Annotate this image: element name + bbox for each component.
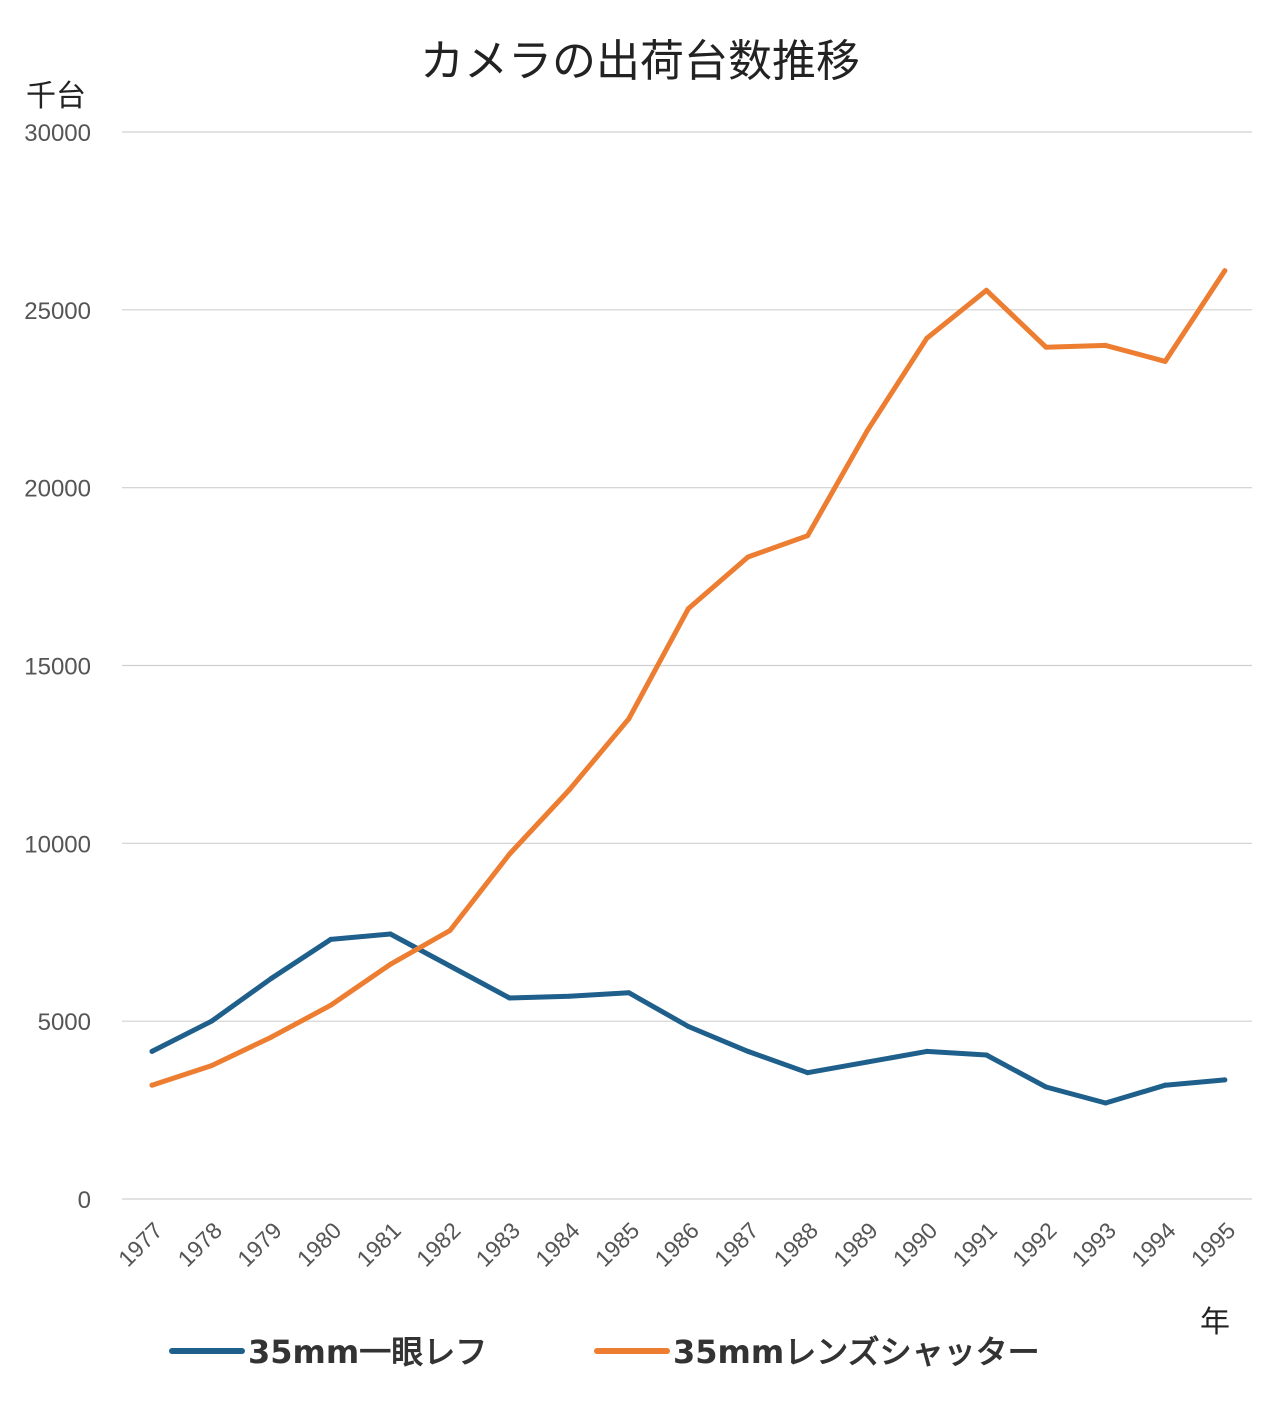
series-lines: [149, 268, 1228, 1106]
data-point: [745, 554, 751, 560]
y-tick-label: 30000: [24, 120, 91, 147]
data-point: [387, 961, 393, 967]
x-tick-label: 1979: [232, 1217, 287, 1272]
data-point: [268, 1034, 274, 1040]
data-point: [1222, 1077, 1228, 1083]
x-tick-label: 1983: [471, 1217, 526, 1272]
data-point: [1162, 358, 1168, 364]
y-tick-label: 0: [78, 1187, 91, 1214]
y-axis-unit-label: 千台: [26, 79, 86, 114]
x-tick-label: 1985: [590, 1217, 645, 1272]
data-point: [864, 428, 870, 434]
y-tick-label: 10000: [24, 831, 91, 858]
x-tick-label: 1989: [828, 1217, 883, 1272]
data-point: [209, 1018, 215, 1024]
data-point: [864, 1059, 870, 1065]
x-tick-label: 1992: [1007, 1217, 1062, 1272]
x-tick-label: 1994: [1126, 1217, 1181, 1272]
data-point: [685, 606, 691, 612]
data-point: [387, 931, 393, 937]
data-point: [507, 995, 513, 1001]
data-point: [1103, 342, 1109, 348]
x-tick-label: 1993: [1067, 1217, 1122, 1272]
data-point: [1162, 1082, 1168, 1088]
x-tick-label: 1982: [411, 1217, 466, 1272]
data-point: [626, 990, 632, 996]
data-point: [983, 1052, 989, 1058]
gridlines: [122, 131, 1252, 1200]
x-tick-label: 1990: [888, 1217, 943, 1272]
series-line-1: [149, 931, 1228, 1106]
data-point: [626, 716, 632, 722]
data-point: [1222, 268, 1228, 274]
data-point: [328, 1002, 334, 1008]
data-point: [447, 927, 453, 933]
x-tick-label: 1978: [173, 1217, 228, 1272]
x-tick-label: 1980: [292, 1217, 347, 1272]
data-point: [507, 851, 513, 857]
y-axis-ticks: 0 5000 10000 15000 20000 25000 30000: [24, 120, 91, 1214]
data-point: [566, 787, 572, 793]
x-tick-label: 1984: [530, 1217, 585, 1272]
data-point: [149, 1048, 155, 1054]
legend: 35mm一眼レフ 35mmレンズシャッター: [169, 1333, 1040, 1371]
data-point: [268, 975, 274, 981]
x-axis-ticks: 1977 1978 1979 1980 1981 1982 1983 1984 1985 1986…: [113, 1217, 1240, 1272]
x-axis-unit-label: 年: [1200, 1305, 1230, 1340]
data-point: [447, 963, 453, 969]
x-tick-label: 1986: [649, 1217, 704, 1272]
data-point: [1103, 1100, 1109, 1106]
y-tick-label: 5000: [38, 1009, 91, 1036]
y-tick-label: 20000: [24, 476, 91, 503]
data-point: [685, 1024, 691, 1030]
series-line-2: [149, 268, 1228, 1088]
legend-label: 35mm一眼レフ: [248, 1333, 487, 1371]
x-tick-label: 1995: [1186, 1217, 1241, 1272]
x-tick-label: 1981: [351, 1217, 406, 1272]
legend-label: 35mmレンズシャッター: [673, 1333, 1040, 1371]
x-tick-label: 1987: [709, 1217, 764, 1272]
y-tick-label: 15000: [24, 654, 91, 681]
data-point: [924, 1048, 930, 1054]
x-tick-label: 1977: [113, 1217, 168, 1272]
data-point: [149, 1082, 155, 1088]
data-point: [745, 1048, 751, 1054]
data-point: [1043, 1084, 1049, 1090]
data-point: [805, 1070, 811, 1076]
data-point: [924, 335, 930, 341]
data-point: [1043, 344, 1049, 350]
chart-title: カメラの出荷台数推移: [420, 36, 860, 87]
y-tick-label: 25000: [24, 298, 91, 325]
x-tick-label: 1991: [947, 1217, 1002, 1272]
data-point: [328, 936, 334, 942]
data-point: [566, 993, 572, 999]
x-tick-label: 1988: [769, 1217, 824, 1272]
data-point: [983, 287, 989, 293]
data-point: [209, 1063, 215, 1069]
data-point: [805, 533, 811, 539]
